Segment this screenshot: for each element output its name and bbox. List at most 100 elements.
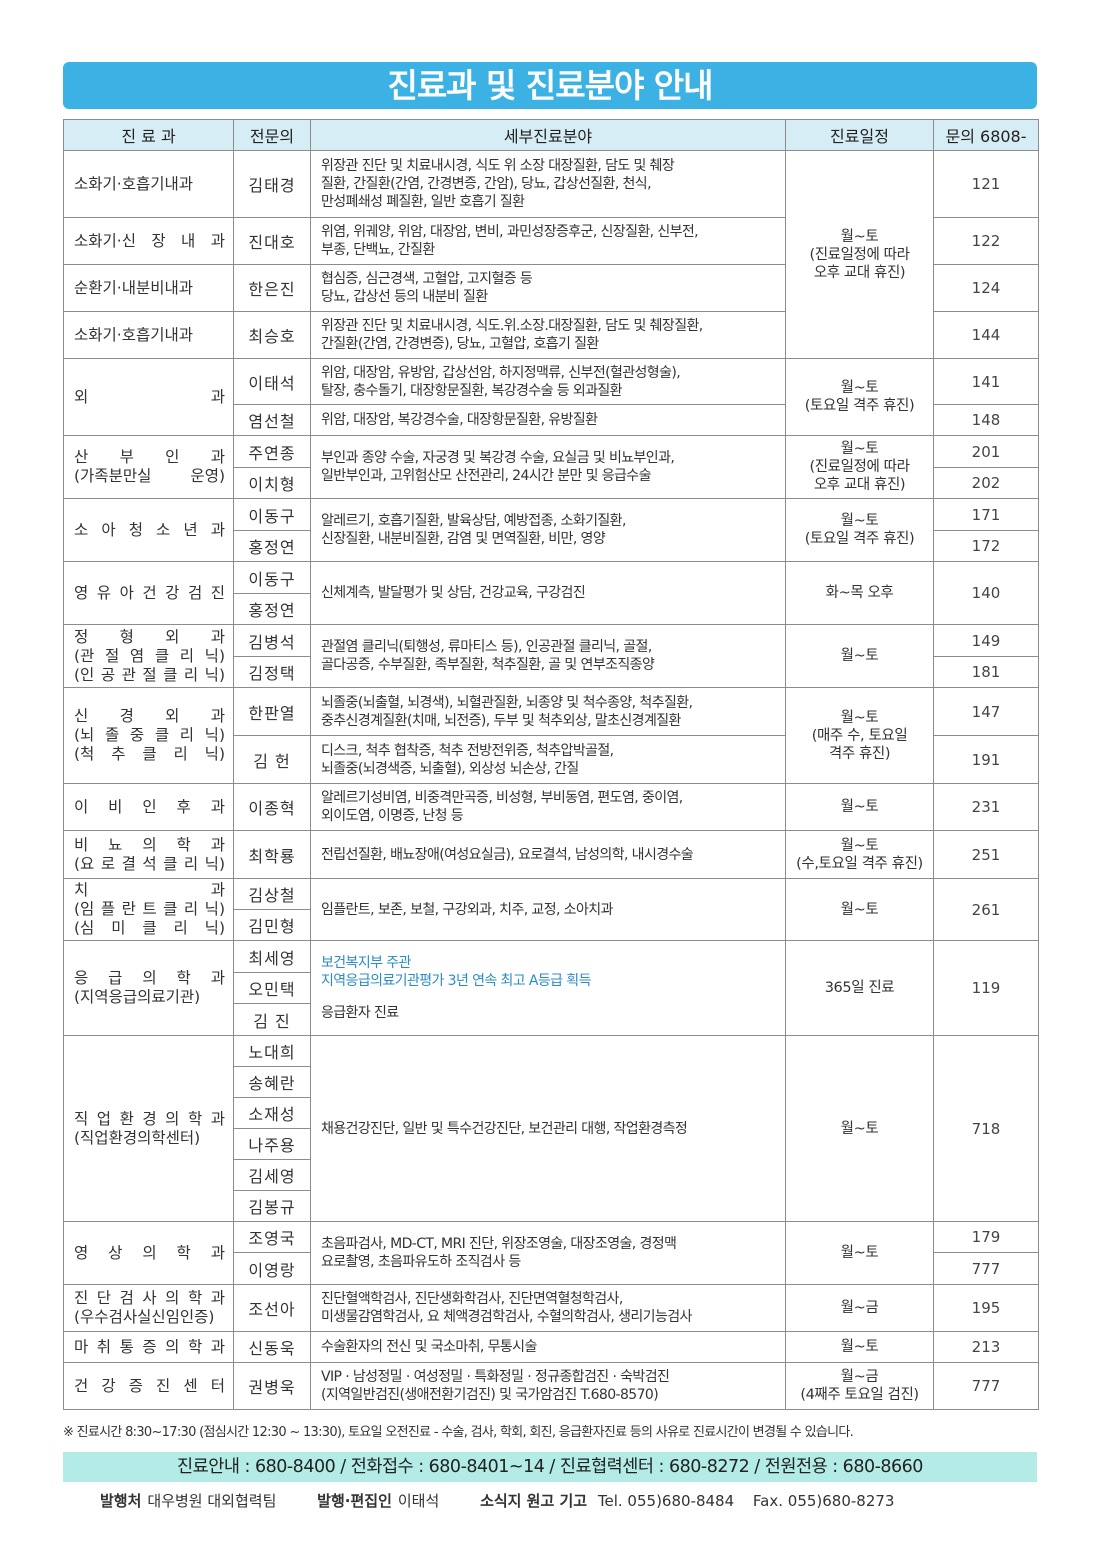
schedule-line: (진료일정에 따라 [809,459,910,475]
doctor-name: 한판열 [233,687,311,736]
department-name: 영 상 의 학 과 [63,1221,234,1285]
phone-extension: 172 [933,530,1039,562]
department-name-line: (임 플 란 트 클 리 닉) [74,900,225,918]
department-name-line: 건 강 증 진 센 터 [74,1376,225,1395]
detail-text: 위암, 대장암, 유방암, 갑상선암, 하지정맥류, 신부전(혈관성형술), 탈… [310,358,786,405]
schedule: 월~토 [785,1331,934,1363]
schedule-line: 월~토 [840,441,879,457]
phone-extension: 251 [933,830,1039,879]
table-row: 소화기·신 장 내 과 진대호 위염, 위궤양, 위암, 대장암, 변비, 과민성장… [63,217,1039,265]
page-title: 진료과 및 진료분야 안내 [63,62,1037,109]
phone-extension: 140 [933,561,1039,625]
department-name-line: 소화기·호흡기내과 [74,174,194,193]
department-name-line: 외 과 [74,387,225,406]
department-name-line: (뇌 졸 중 클 리 닉) [74,726,225,744]
editor-label: 발행·편집인 [317,1492,392,1510]
department-name-line: (가족분만실 운영) [74,467,225,485]
department-name-line: 소 아 청 소 년 과 [74,520,225,539]
doctor-name: 신동욱 [233,1331,311,1363]
detail-text: 알레르기, 호흡기질환, 발육상담, 예방접종, 소화기질환, 신장질환, 내분… [310,498,786,562]
detail-text: 수술환자의 전신 및 국소마취, 무통시술 [310,1331,786,1363]
doctor-name: 김태경 [233,150,311,218]
table-row: 송혜란 [64,1066,1039,1098]
fax: Fax. 055)680-8273 [752,1492,895,1510]
doctor-name: 노대희 [233,1035,311,1067]
doctor-name: 김민형 [233,909,311,941]
schedule: 월~토 [785,624,934,688]
tel: Tel. 055)680-8484 [597,1492,735,1510]
schedule: 월~토 (수,토요일 격주 휴진) [785,830,934,879]
detail-text: VIP · 남성정밀 · 여성정밀 · 특화정밀 · 정규종합검진 · 숙박검진… [310,1362,786,1410]
department-name-line: (직업환경의학센터) [74,1128,201,1147]
detail-text: 초음파검사, MD-CT, MRI 진단, 위장조영술, 대장조영술, 경정맥 … [310,1221,786,1285]
schedule: 월~토 [785,783,934,831]
department-name-line: 소화기·호흡기내과 [74,325,194,344]
phone-extension: 777 [933,1252,1039,1285]
publisher-line: 발행처 대우병원 대외협력팀 발행·편집인 이태석 소식지 원고 기고 Tel. 0… [100,1490,894,1511]
schedule: 365일 진료 [785,940,934,1036]
doctor-name: 이태석 [233,358,311,405]
department-name: 소화기·호흡기내과 [63,311,234,359]
header-phone: 문의 6808- [933,119,1039,151]
department-name: 산 부 인 과 (가족분만실 운영) [63,435,234,499]
table-row: 비 뇨 의 학 과 (요 로 결 석 클 리 닉) 최학룡 전립선질환, 배뇨장애(여… [63,830,1039,879]
phone-extension: 191 [933,735,1039,784]
schedule-line: 월~토 [840,380,879,396]
phone-extension: 147 [933,687,1039,736]
department-name-line: (지역응급의료기관) [74,988,201,1006]
department-name-line: 순환기·내분비내과 [74,278,194,297]
doctor-name: 소재성 [233,1097,311,1129]
doctor-name: 홍정연 [233,530,311,562]
phone-extension: 718 [933,1035,1039,1222]
table-row: 직 업 환 경 의 학 과 (직업환경의학센터) 노대희 채용건강진단, 일반 및 특… [63,1035,1039,1222]
schedule-line: (진료일정에 따라 [809,246,910,263]
table-row: 오민택 [64,972,1039,1004]
detail-text: 디스크, 척추 협착증, 척추 전방전위증, 척추압박골절, 뇌졸중(뇌경색증,… [310,735,786,784]
schedule-line: 월~토 [840,709,879,726]
schedule-line: 월~토 [840,799,879,815]
table-row: 신 경 외 과 (뇌 졸 중 클 리 닉) (척 추 클 리 닉) 한판열 뇌졸중(뇌출… [63,687,1039,784]
department-name-line: 마 취 통 증 의 학 과 [74,1337,225,1356]
table-row: 홍정연 172 [64,530,1039,562]
department-name-line: 비 뇨 의 학 과 [74,835,225,854]
doctor-name: 조영국 [233,1221,311,1253]
doctor-name: 송혜란 [233,1066,311,1098]
department-name: 정 형 외 과 (관 절 염 클 리 닉) (인 공 관 절 클 리 닉) [63,624,234,688]
department-name: 순환기·내분비내과 [63,264,234,312]
department-name-line: 소화기·신 장 내 과 [74,231,225,250]
department-name: 응 급 의 학 과 (지역응급의료기관) [63,940,234,1036]
department-name: 마 취 통 증 의 학 과 [63,1331,234,1363]
department-name-line: 신 경 외 과 [74,707,225,725]
detail-line: 응급환자 진료 [321,1005,399,1021]
schedule-line: 월~토 [840,1245,879,1261]
doctor-name: 이영랑 [233,1252,311,1285]
doctor-name: 이동구 [233,498,311,531]
department-name: 직 업 환 경 의 학 과 (직업환경의학센터) [63,1035,234,1222]
phone-extension: 231 [933,783,1039,831]
doctor-name: 주연종 [233,435,311,468]
department-name-line: 응 급 의 학 과 [74,969,225,987]
phone-extension: 213 [933,1331,1039,1363]
phone-extension: 181 [933,656,1039,688]
doctor-name: 이동구 [233,561,311,594]
table-row: 외 과 이태석 위암, 대장암, 유방암, 갑상선암, 하지정맥류, 신부전(혈관성… [63,358,1039,436]
schedule-line: 월~토 [840,648,879,664]
schedule-line: 월~토 [840,1339,879,1355]
detail-text: 전립선질환, 배뇨장애(여성요실금), 요로결석, 남성의학, 내시경수술 [310,830,786,879]
schedule: 월~토 (진료일정에 따라 오후 교대 휴진) [785,435,934,499]
phone-extension: 171 [933,498,1039,531]
table-row: 김봉규 [64,1190,1039,1222]
schedule-line: 오후 교대 휴진) [813,264,906,281]
schedule-line: 월~토 [840,228,879,245]
schedule-line: 365일 진료 [824,980,895,996]
phone-extension: 122 [933,217,1039,265]
schedule: 월~금 (4째주 토요일 검진) [785,1362,934,1410]
table-row: 김세영 [64,1159,1039,1191]
doctor-name: 최학룡 [233,830,311,879]
table-row: 김정택 181 [64,656,1039,688]
table-row: 소재성 [64,1097,1039,1129]
table-row: 김 헌 디스크, 척추 협착증, 척추 전방전위증, 척추압박골절, 뇌졸중(뇌경… [64,735,1039,784]
schedule: 월~토 (토요일 격주 휴진) [785,358,934,436]
schedule: 월~토 (진료일정에 따라 오후 교대 휴진) [785,150,934,359]
doctor-name: 김 진 [233,1003,311,1036]
